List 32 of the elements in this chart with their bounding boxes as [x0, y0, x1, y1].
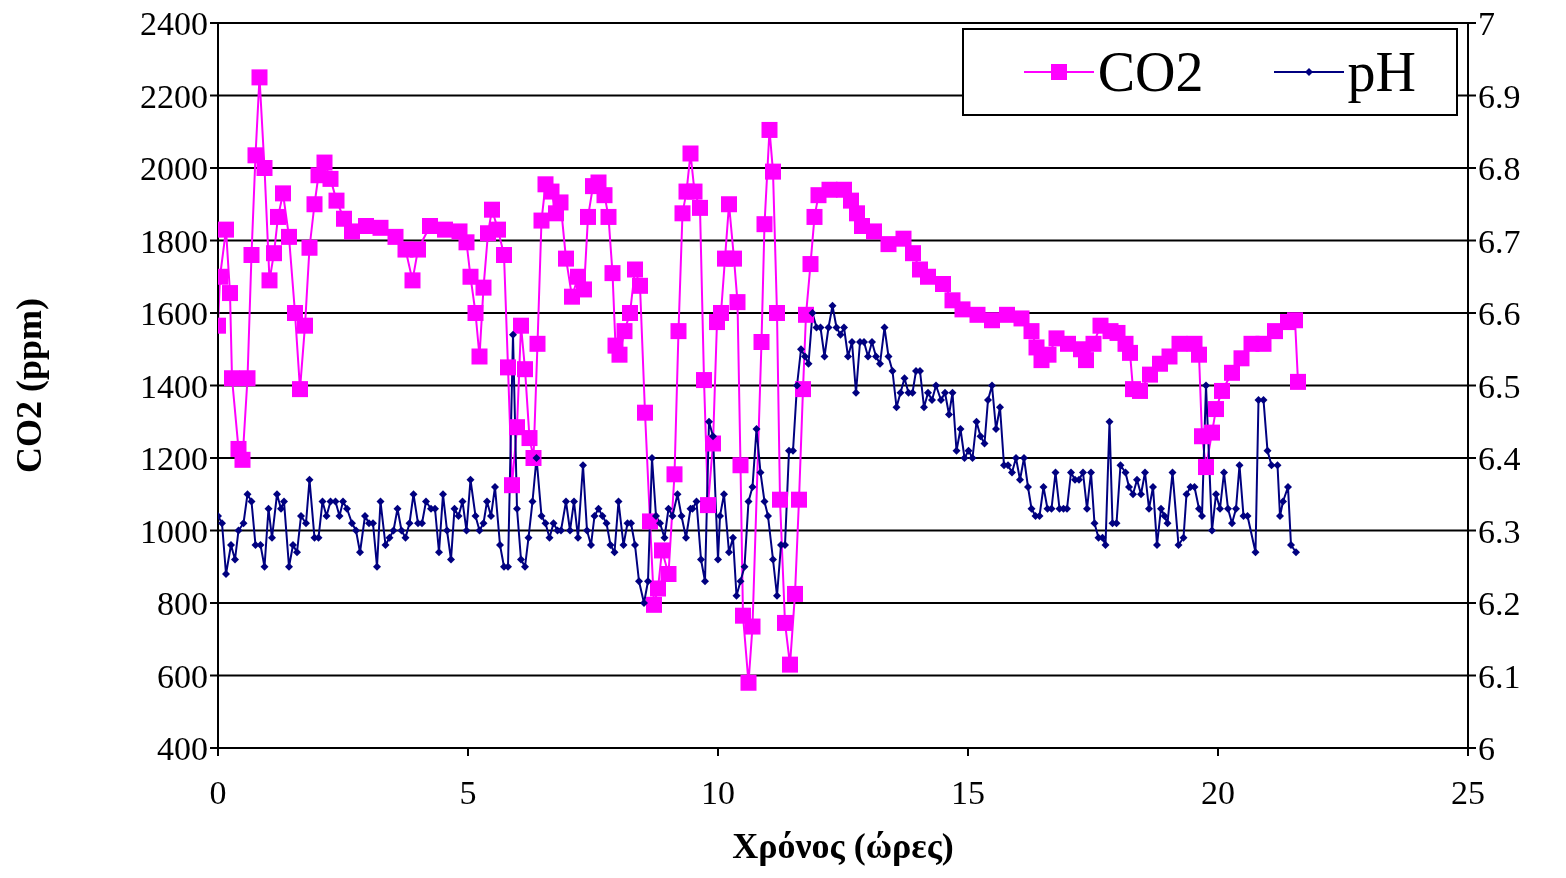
- y2-tick-label: 6.4: [1478, 440, 1521, 478]
- y-axis-title: CO2 (ppm): [8, 297, 49, 474]
- x-tick-label: 0: [209, 774, 227, 812]
- y2-tick-label: 6.7: [1478, 222, 1521, 260]
- x-tick-label: 25: [1451, 774, 1485, 812]
- y-tick-label: 400: [157, 730, 208, 768]
- x-axis-title: Χρόνος (ώρες): [732, 826, 954, 866]
- y2-tick-label: 6.9: [1478, 77, 1521, 115]
- x-tick-label: 5: [459, 774, 477, 812]
- y-tick-label: 600: [157, 657, 208, 695]
- y2-tick-label: 6.5: [1478, 367, 1521, 405]
- y2-tick-label: 6.3: [1478, 512, 1521, 550]
- legend-label: pH: [1347, 40, 1416, 104]
- y-tick-label: 1200: [140, 440, 208, 478]
- y2-tick-label: 6.1: [1478, 657, 1521, 695]
- y-tick-label: 1800: [140, 222, 208, 260]
- y2-tick-label: 6: [1478, 730, 1495, 768]
- x-tick-label: 10: [701, 774, 735, 812]
- y2-tick-label: 6.6: [1478, 295, 1521, 333]
- legend-label: CO2: [1097, 40, 1204, 104]
- y2-tick-label: 6.2: [1478, 585, 1521, 623]
- y-tick-label: 2400: [140, 5, 208, 43]
- y-tick-label: 800: [157, 585, 208, 623]
- y2-tick-label: 7: [1478, 5, 1495, 43]
- y-tick-label: 1400: [140, 367, 208, 405]
- y2-tick-label: 6.8: [1478, 150, 1521, 188]
- x-tick-label: 20: [1201, 774, 1235, 812]
- y-tick-label: 1000: [140, 512, 208, 550]
- x-tick-label: 15: [951, 774, 985, 812]
- y-tick-label: 1600: [140, 295, 208, 333]
- y-tick-label: 2000: [140, 150, 208, 188]
- y-tick-label: 2200: [140, 77, 208, 115]
